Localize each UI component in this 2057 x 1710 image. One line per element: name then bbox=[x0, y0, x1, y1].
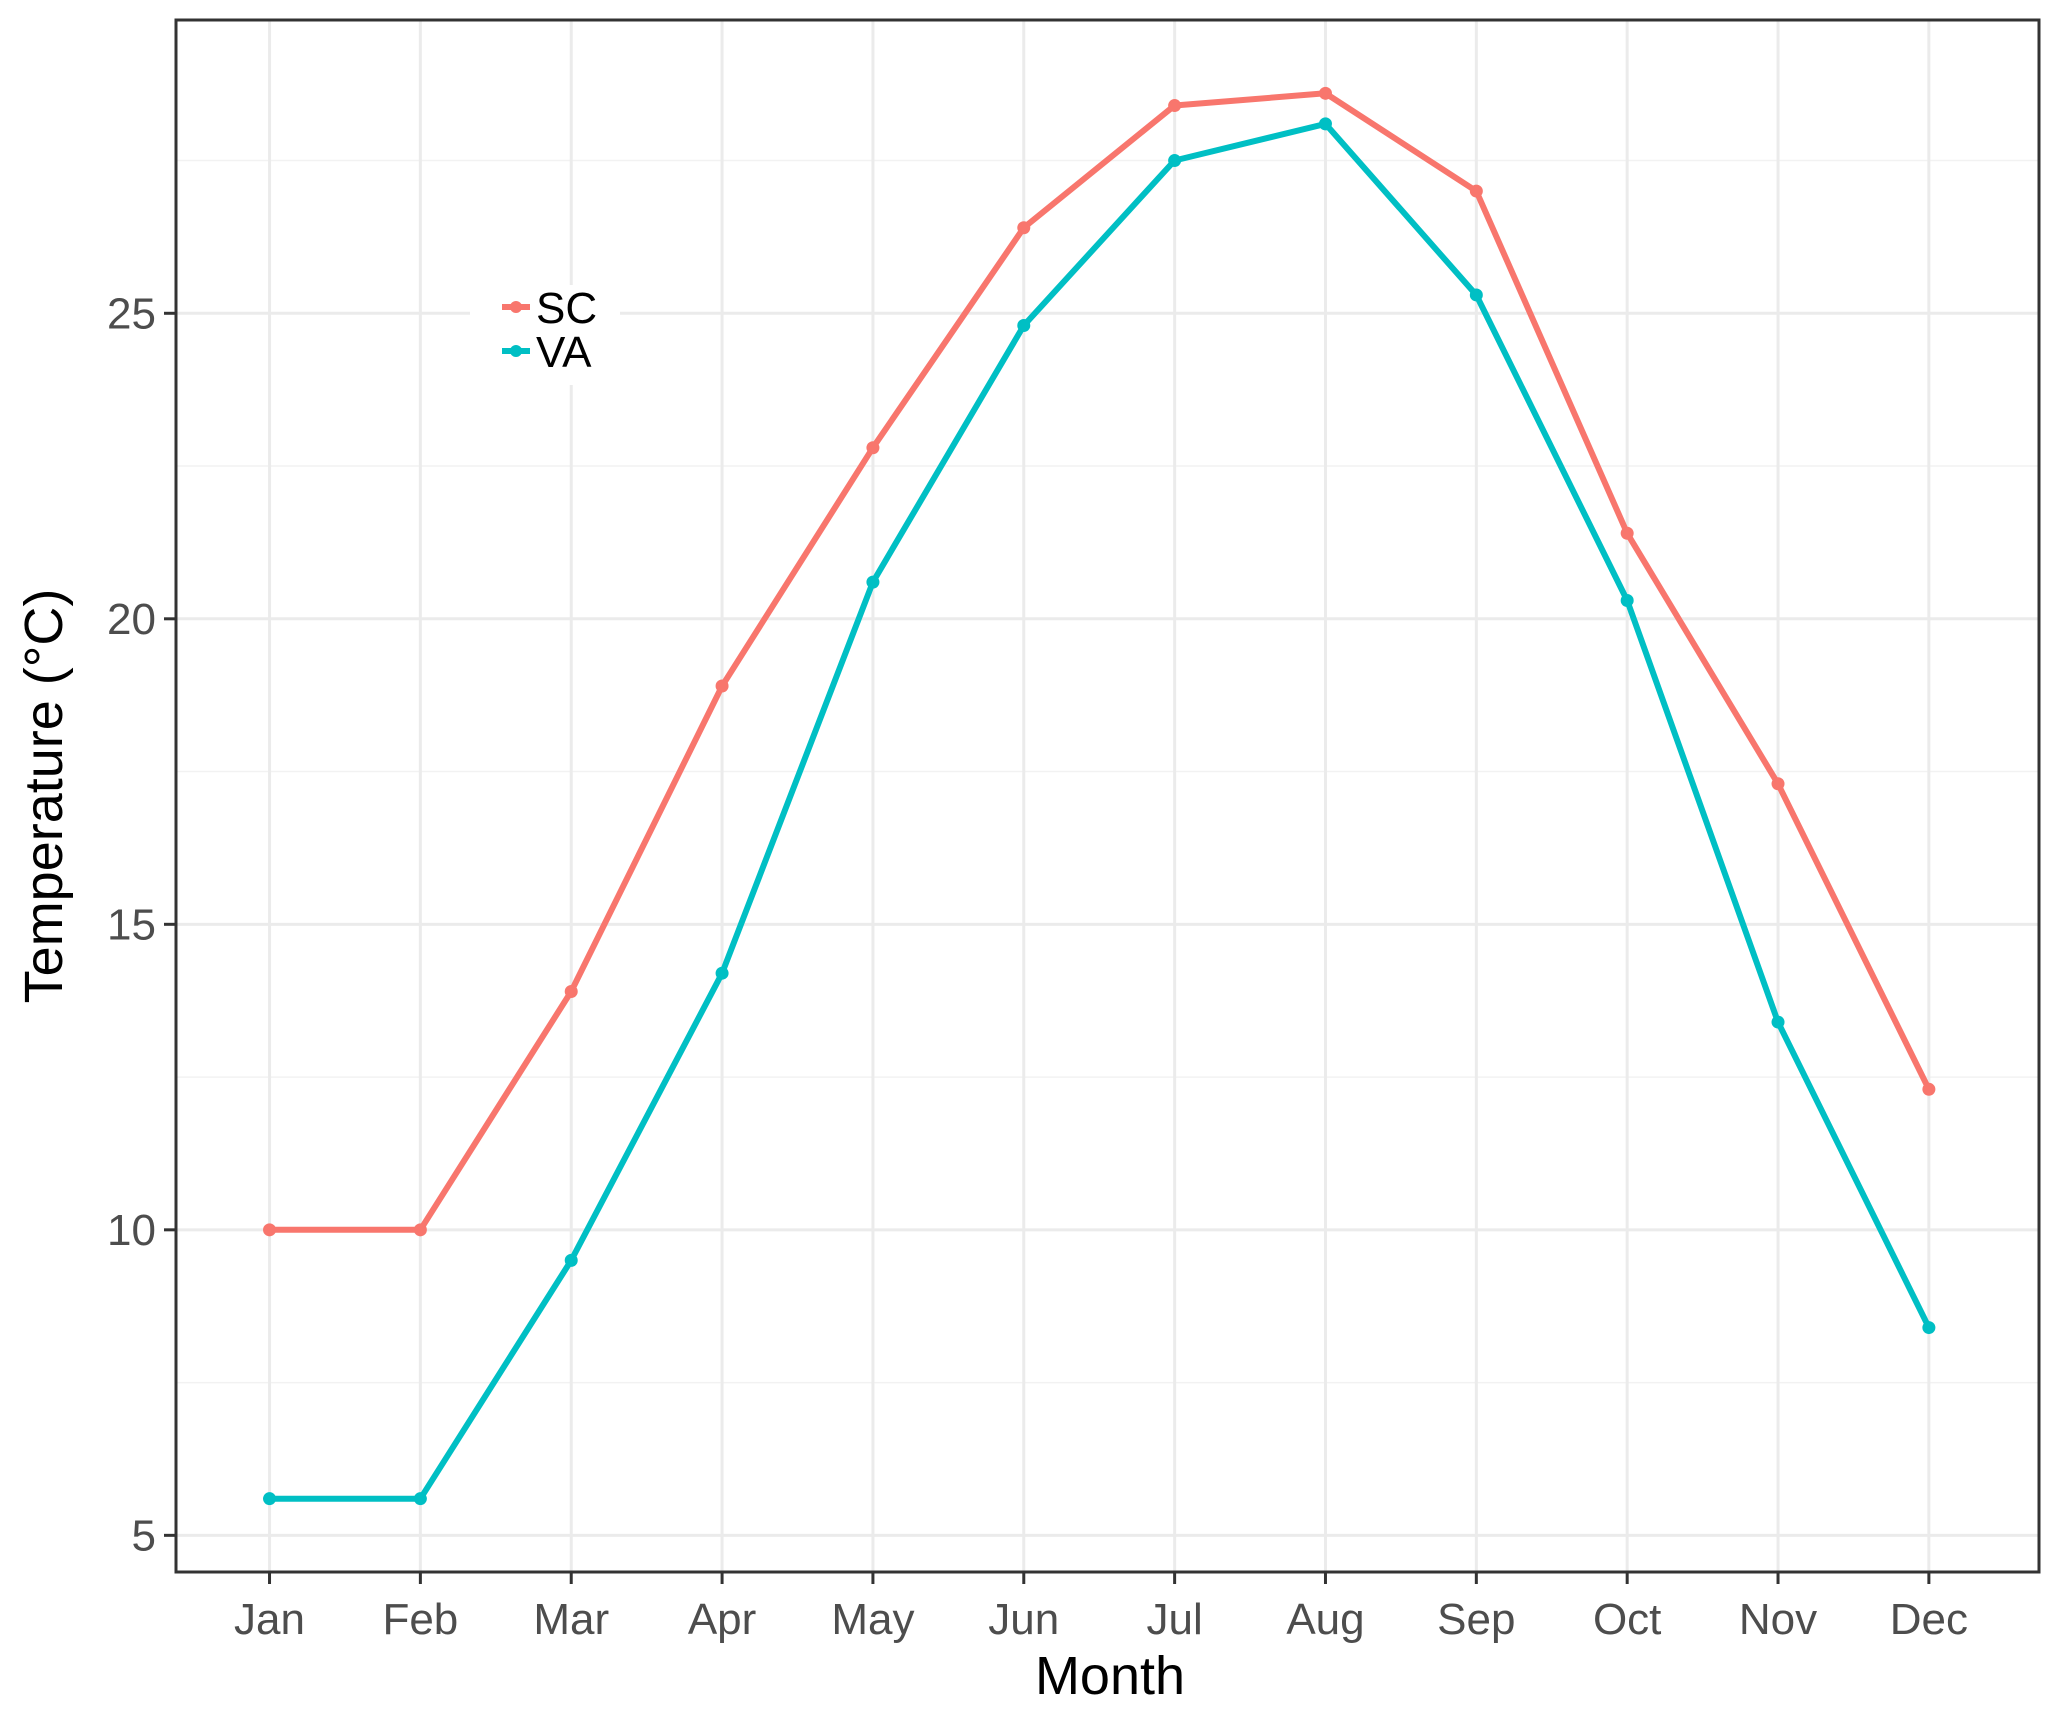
data-point-va bbox=[715, 966, 729, 980]
x-tick-label: Dec bbox=[1890, 1595, 1968, 1644]
data-point-sc bbox=[1922, 1082, 1936, 1096]
x-tick-label: Jan bbox=[234, 1595, 305, 1644]
y-tick-label: 25 bbox=[107, 289, 156, 338]
data-point-sc bbox=[1620, 526, 1634, 540]
data-point-sc bbox=[866, 441, 880, 455]
data-point-sc bbox=[413, 1223, 427, 1237]
data-point-va bbox=[1771, 1015, 1785, 1029]
data-point-sc bbox=[1469, 184, 1483, 198]
y-tick-label: 15 bbox=[107, 900, 156, 949]
data-point-va bbox=[866, 575, 880, 589]
grid bbox=[176, 20, 2039, 1572]
legend: SC VA bbox=[470, 284, 620, 385]
legend-item-sc: SC bbox=[502, 284, 597, 333]
data-point-sc bbox=[564, 985, 578, 999]
x-tick-label: Jun bbox=[988, 1595, 1059, 1644]
legend-key-point-va bbox=[510, 345, 522, 357]
x-axis-title: Month bbox=[1035, 1646, 1185, 1706]
data-point-sc bbox=[1771, 777, 1785, 791]
data-point-sc bbox=[1017, 221, 1031, 235]
data-point-va bbox=[1318, 117, 1332, 131]
data-point-sc bbox=[263, 1223, 277, 1237]
axes: 5 10 15 20 25 Jan Feb Mar Apr May Jun Jul Aug Sep Oct N… bbox=[107, 289, 1968, 1644]
x-tick-label: Oct bbox=[1593, 1595, 1661, 1644]
data-point-sc bbox=[1168, 99, 1182, 113]
x-tick-label: Feb bbox=[382, 1595, 458, 1644]
data-point-va bbox=[1469, 288, 1483, 302]
data-point-va bbox=[263, 1492, 277, 1506]
data-point-sc bbox=[1318, 86, 1332, 100]
y-axis-title: Temperature (°C) bbox=[14, 589, 74, 1004]
legend-item-va: VA bbox=[502, 328, 592, 377]
x-tick-label: Jul bbox=[1147, 1595, 1203, 1644]
y-tick-label: 10 bbox=[107, 1206, 156, 1255]
series-line-sc bbox=[266, 90, 1932, 1233]
data-point-va bbox=[564, 1253, 578, 1267]
legend-background bbox=[470, 285, 620, 385]
series-layer bbox=[263, 86, 1936, 1506]
plot-panel bbox=[176, 20, 2039, 1572]
data-point-va bbox=[1922, 1321, 1936, 1335]
legend-label-va: VA bbox=[536, 328, 592, 377]
x-tick-label: May bbox=[831, 1595, 914, 1644]
series-line-va bbox=[266, 120, 1932, 1502]
y-tick-label: 5 bbox=[132, 1511, 156, 1560]
legend-key-point-sc bbox=[510, 301, 522, 313]
x-tick-label: Apr bbox=[688, 1595, 756, 1644]
x-tick-label: Sep bbox=[1437, 1595, 1515, 1644]
data-point-va bbox=[413, 1492, 427, 1506]
x-tick-label: Mar bbox=[533, 1595, 609, 1644]
y-tick-label: 20 bbox=[107, 595, 156, 644]
x-tick-label: Aug bbox=[1286, 1595, 1364, 1644]
data-point-va bbox=[1017, 319, 1031, 333]
x-tick-label: Nov bbox=[1739, 1595, 1817, 1644]
data-point-va bbox=[1168, 154, 1182, 168]
plot-border bbox=[174, 18, 2041, 1574]
legend-label-sc: SC bbox=[536, 284, 597, 333]
data-point-sc bbox=[715, 679, 729, 693]
data-point-va bbox=[1620, 593, 1634, 607]
